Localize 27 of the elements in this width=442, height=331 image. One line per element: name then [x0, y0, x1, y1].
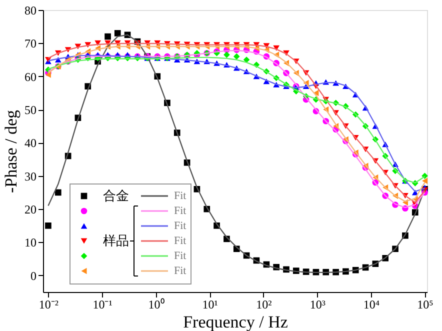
legend-label: 合金: [103, 189, 129, 204]
legend-label: Fit: [174, 205, 186, 217]
annotation: 样品: [103, 234, 129, 249]
x-tick-label: 10⁻¹: [92, 298, 113, 312]
y-tick-label: 70: [24, 36, 36, 51]
y-axis-title: -Phase / deg: [2, 109, 20, 194]
y-tick-label: 50: [24, 103, 36, 118]
legend-label: Fit: [174, 265, 186, 277]
legend-label: Fit: [174, 220, 186, 232]
x-axis-title: Frequency / Hz: [183, 312, 288, 331]
x-tick-label: 10⁵: [417, 298, 434, 312]
y-tick-label: 10: [24, 236, 36, 250]
y-tick-label: 60: [24, 70, 36, 84]
x-tick-label: 10⁰: [148, 298, 164, 312]
y-tick-label: 80: [24, 4, 36, 18]
legend-label: Fit: [174, 235, 186, 247]
x-tick-label: 10⁻²: [38, 298, 59, 312]
y-tick-label: 30: [24, 169, 36, 184]
y-tick-label: 40: [24, 136, 36, 150]
x-tick-label: 10²: [256, 298, 272, 312]
legend-label: Fit: [174, 190, 186, 202]
y-tick-label: 20: [24, 202, 36, 217]
x-tick-label: 10³: [310, 298, 326, 312]
y-tick-label: 0: [30, 268, 36, 283]
legend-label: Fit: [174, 250, 186, 262]
x-tick-label: 10⁴: [363, 298, 380, 312]
x-tick-label: 10¹: [202, 298, 218, 312]
